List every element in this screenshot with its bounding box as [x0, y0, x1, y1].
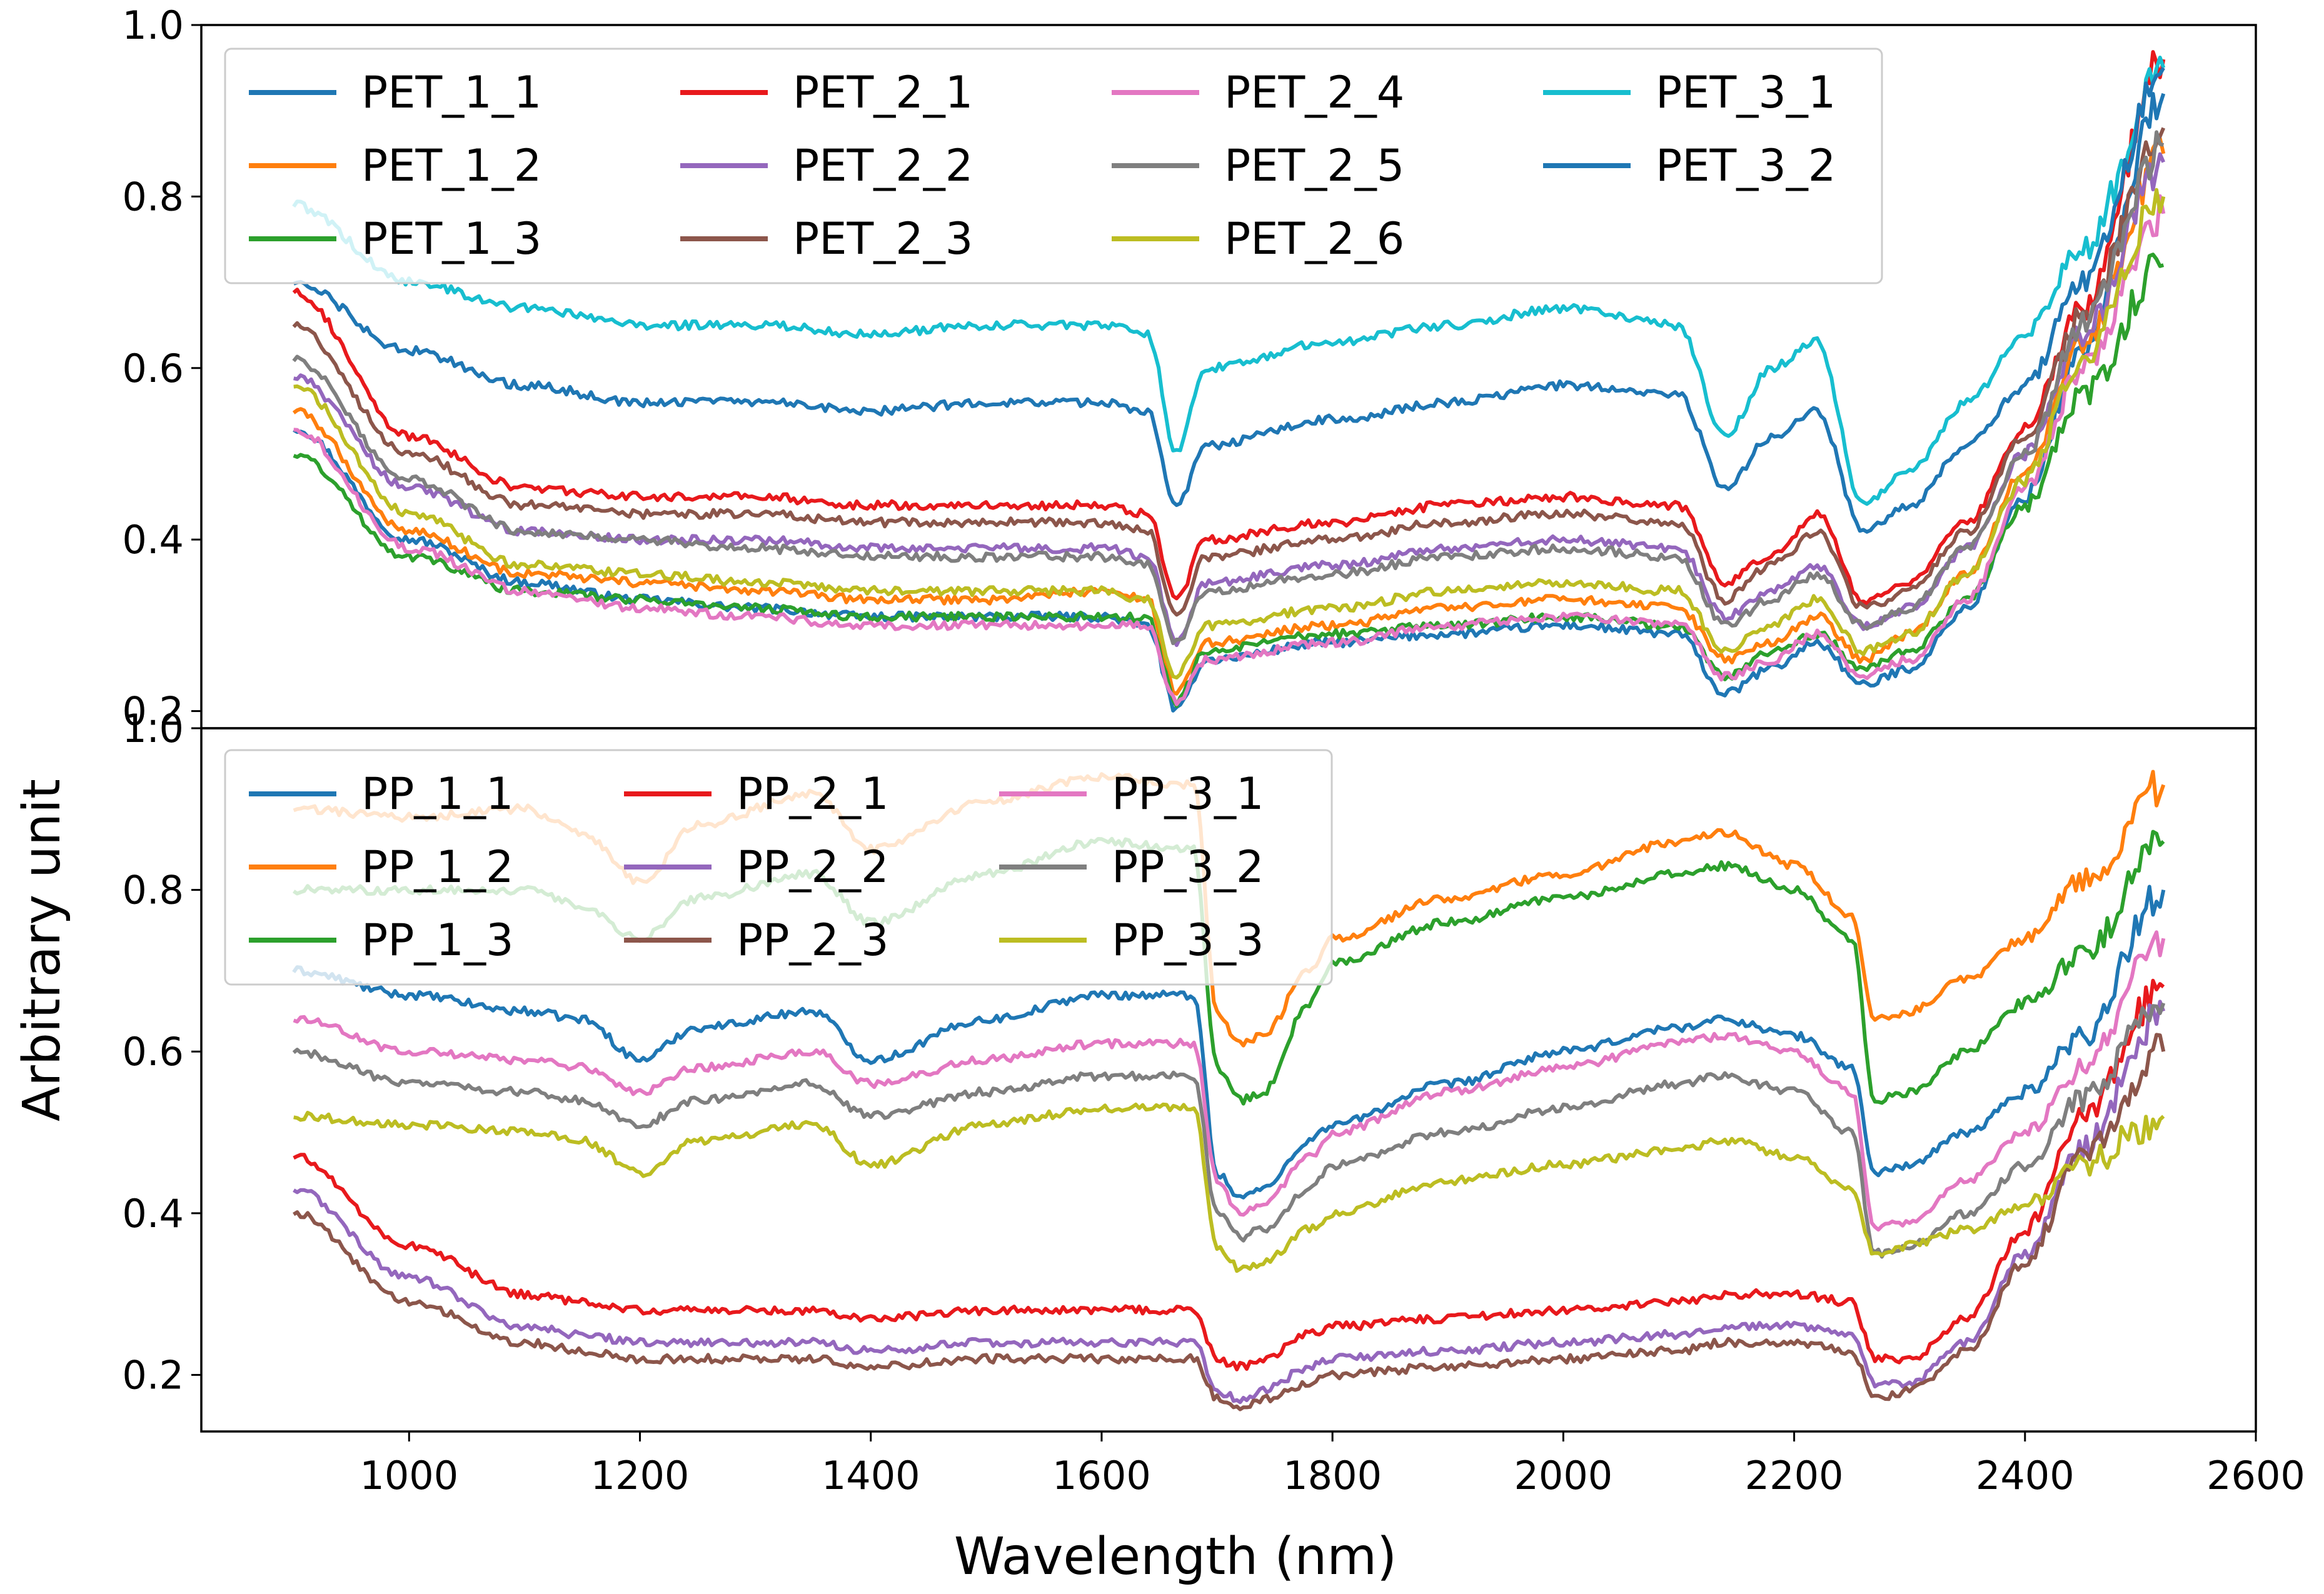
y-tick-label: 0.4 — [122, 517, 184, 563]
y-tick-label: 0.8 — [122, 174, 184, 219]
x-tick-label: 1000 — [360, 1453, 458, 1498]
series-line-pet-1-3 — [293, 253, 2165, 708]
series-line-pp-3-1 — [293, 930, 2166, 1232]
y-tick-label: 1.0 — [122, 706, 184, 751]
series-line-pp-2-2 — [293, 1000, 2166, 1405]
bottom-axes: 0.2 0.4 0.6 0.8 1.0 1000 1200 1400 1600 1800 2000 2… — [122, 706, 2305, 1498]
x-tick-label: 1800 — [1283, 1453, 1382, 1498]
panel-bottom-pp: PP_1_1 PP_1_2 PP_1_3 PP_2_1 PP_2_2 PP_2_3 PP_3… — [122, 706, 2305, 1498]
legend-label-pp-2-2: PP_2_2 — [737, 841, 889, 893]
y-tick-label: 0.6 — [122, 346, 184, 391]
legend-label-pp-1-2: PP_1_2 — [361, 841, 514, 893]
series-line-pp-2-1 — [293, 978, 2165, 1371]
legend-label-pet-3-1: PET_3_1 — [1656, 67, 1836, 118]
series-line-pet-2-6 — [293, 188, 2166, 679]
legend-label-pet-1-2: PET_1_2 — [361, 140, 541, 191]
y-tick-label: 0.4 — [122, 1191, 184, 1236]
y-tick-label: 1.0 — [122, 3, 184, 48]
x-tick-label: 1400 — [822, 1453, 920, 1498]
top-legend: PET_1_1 PET_1_2 PET_1_3 PET_2_1 PET_2_2 PET_2… — [224, 48, 1883, 284]
legend-label-pet-2-6: PET_2_6 — [1224, 213, 1404, 264]
legend-box — [224, 749, 1333, 986]
x-tick-label: 2200 — [1745, 1453, 1844, 1498]
series-line-pet-3-2 — [293, 67, 2165, 534]
panel-top-pet: PET_1_1 PET_1_2 PET_1_3 PET_2_1 PET_2_2 PET_2… — [122, 3, 2257, 734]
series-line-pp-3-2 — [292, 1002, 2166, 1259]
x-tick-label: 1200 — [591, 1453, 690, 1498]
legend-label-pp-2-1: PP_2_1 — [737, 768, 889, 820]
plot-frame — [200, 727, 2257, 1433]
legend-label-pp-1-1: PP_1_1 — [361, 768, 514, 820]
legend-label-pet-1-3: PET_1_3 — [361, 213, 541, 264]
series-line-pp-2-3 — [293, 1033, 2166, 1411]
series-line-pp-3-3 — [293, 1102, 2165, 1273]
x-axis-title: Wavelength (nm) — [954, 1527, 1397, 1586]
legend-label-pet-2-1: PET_2_1 — [793, 67, 973, 118]
legend-box — [224, 48, 1883, 284]
x-tick-label: 1600 — [1052, 1453, 1151, 1498]
legend-label-pet-3-2: PET_3_2 — [1656, 140, 1836, 191]
series-line-pet-2-5 — [292, 130, 2165, 646]
x-tick-label: 2000 — [1514, 1453, 1612, 1498]
y-tick-label: 0.8 — [122, 868, 184, 913]
series-line-pet-2-4 — [293, 194, 2166, 706]
x-tick-label: 2600 — [2206, 1453, 2305, 1498]
legend-label-pet-2-3: PET_2_3 — [793, 213, 973, 264]
legend-label-pp-3-3: PP_3_3 — [1112, 915, 1264, 966]
legend-label-pp-2-3: PP_2_3 — [737, 915, 889, 966]
series-line-pet-1-2 — [292, 136, 2166, 696]
y-tick-label: 0.6 — [122, 1029, 184, 1075]
top-series-layer — [292, 50, 2166, 713]
series-line-pet-2-1 — [292, 50, 2166, 606]
bottom-legend: PP_1_1 PP_1_2 PP_1_3 PP_2_1 PP_2_2 PP_2_3 PP_3… — [224, 749, 1333, 986]
legend-label-pet-1-1: PET_1_1 — [361, 67, 541, 118]
legend-label-pet-2-5: PET_2_5 — [1224, 140, 1404, 191]
series-line-pp-1-1 — [292, 885, 2166, 1200]
y-axis-title: Arbitrary unit — [13, 779, 72, 1121]
series-line-pet-3-1 — [292, 56, 2166, 506]
legend-label-pet-2-4: PET_2_4 — [1224, 67, 1404, 118]
series-line-pet-2-3 — [292, 127, 2166, 617]
y-tick-label: 0.2 — [122, 689, 184, 734]
series-line-pet-1-1 — [293, 92, 2166, 713]
legend-label-pp-1-3: PP_1_3 — [361, 915, 514, 966]
legend-label-pp-3-1: PP_3_1 — [1112, 768, 1264, 820]
legend-label-pp-3-2: PP_3_2 — [1112, 841, 1264, 893]
y-tick-label: 0.2 — [122, 1352, 184, 1398]
legend-label-pet-2-2: PET_2_2 — [793, 140, 973, 191]
x-tick-label: 2400 — [1976, 1453, 2075, 1498]
